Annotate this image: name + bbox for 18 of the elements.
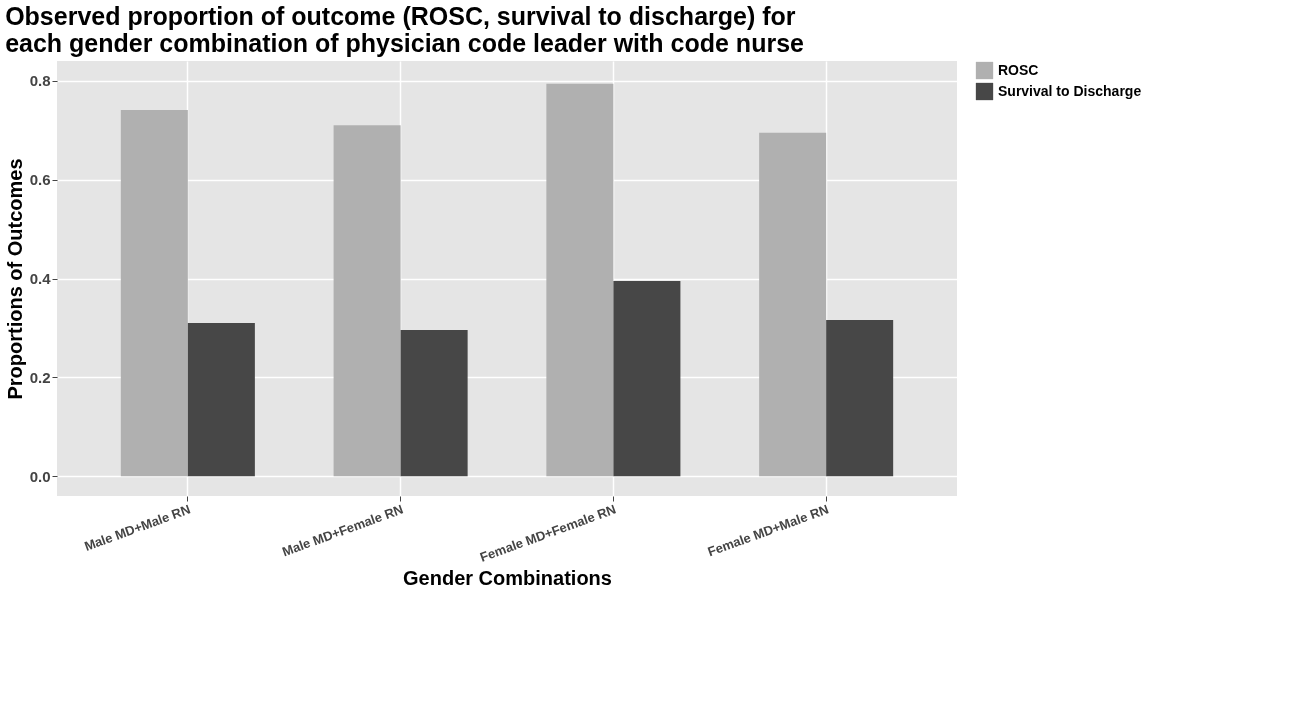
legend-label: ROSC xyxy=(998,61,1039,78)
y-tick-label: 0.6 xyxy=(29,171,51,189)
y-tick-label: 0.4 xyxy=(29,270,52,287)
bar xyxy=(546,83,614,477)
bar xyxy=(613,280,681,477)
chart-title: Observed proportion of outcome (ROSC, survival to discharge) for each gender combination of physician code leader with code nurse xyxy=(5,2,805,57)
bar xyxy=(187,322,255,477)
legend-label: Survival to Discharge xyxy=(998,82,1142,99)
bar xyxy=(826,320,894,477)
y-tick-label: 0.2 xyxy=(29,368,51,386)
bar xyxy=(333,125,401,477)
bar xyxy=(400,329,468,477)
y-axis-title: Proportions of Outcomes xyxy=(3,158,26,400)
y-tick-label: 0.8 xyxy=(29,72,51,90)
y-tick-label: 0.0 xyxy=(29,467,51,485)
x-axis-title: Gender Combinations xyxy=(403,566,612,589)
bar xyxy=(759,132,827,477)
bar xyxy=(120,109,188,477)
